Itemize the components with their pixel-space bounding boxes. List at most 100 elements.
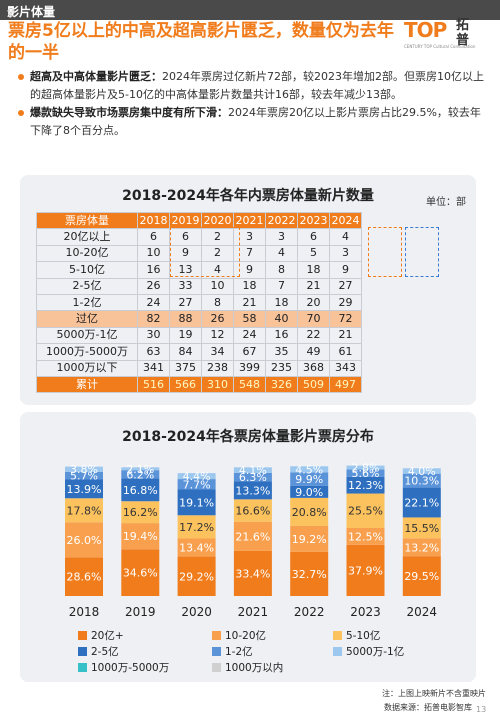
bullet-bold: 超高及中高体量影片匮乏： xyxy=(30,70,162,83)
table-cell: 19 xyxy=(169,326,202,345)
table-cell: 516 xyxy=(137,375,170,394)
highlight-box-2023 xyxy=(368,227,402,277)
table-cell: 24 xyxy=(233,326,266,345)
table-row: 1000万以下 341 375 238 399 235 368 343 xyxy=(36,359,362,377)
legend-swatch xyxy=(212,631,221,640)
table-cell: 27 xyxy=(169,293,202,312)
legend-label: 10-20亿 xyxy=(225,630,267,642)
table-row-label: 5000万-1亿 xyxy=(36,326,138,345)
legend-item: 10-20亿 xyxy=(212,628,266,643)
page-number: 13 xyxy=(476,705,487,714)
table-cell: 35 xyxy=(265,343,298,361)
highlight-box-2018-2019 xyxy=(170,227,240,277)
legend-label: 1-2亿 xyxy=(225,646,253,658)
legend-swatch xyxy=(78,647,87,656)
table-cell: 4 xyxy=(265,244,298,263)
table-cell: 341 xyxy=(137,359,170,377)
table-row: 过亿 82 88 26 58 40 70 72 xyxy=(36,310,362,328)
bullet-text: 2024年票房20亿以上影片票房占比29.5%，较去年下降了8个百分点。 xyxy=(30,106,481,137)
table-cell: 58 xyxy=(233,310,266,328)
legend-item: 2-5亿 xyxy=(78,644,119,659)
table-cell: 8 xyxy=(265,261,298,279)
table-row-label: 10-20亿 xyxy=(36,244,138,263)
table-cell: 61 xyxy=(329,343,362,361)
table-cell: 22 xyxy=(297,326,330,345)
table-title: 2018-2024年各年内票房体量新片数量 xyxy=(122,188,374,204)
legend-item: 5-10亿 xyxy=(333,628,380,643)
table-cell: 4 xyxy=(329,228,362,246)
legend-item: 1000万-5000万 xyxy=(78,660,169,675)
legend-item: 1000万以内 xyxy=(212,660,283,675)
bullet-item: 爆款缺失导致市场票房集中度有所下滑：2024年票房20亿以上影片票房占比29.5… xyxy=(18,104,488,140)
table-cell: 566 xyxy=(169,375,202,394)
table-cell: 40 xyxy=(265,310,298,328)
legend-item: 20亿+ xyxy=(78,628,124,643)
table-cell: 326 xyxy=(265,375,298,394)
table-row: 1000万-5000万 63 84 34 67 35 49 61 xyxy=(36,343,362,361)
table-cell: 5 xyxy=(297,244,330,263)
table-cell: 16 xyxy=(137,261,170,279)
table-cell: 26 xyxy=(137,277,170,295)
logo-mark: TOP xyxy=(404,18,447,42)
table-cell: 10 xyxy=(201,277,234,295)
legend-swatch xyxy=(333,631,342,640)
bullet-item: 超高及中高体量影片匮乏：2024年票房过亿新片72部，较2023年增加2部。但票… xyxy=(18,68,488,104)
legend-label: 5-10亿 xyxy=(346,630,381,642)
table-cell: 235 xyxy=(265,359,298,377)
table-cell: 375 xyxy=(169,359,202,377)
table-header-year: 2024 xyxy=(329,211,362,230)
logo-subtitle: CENTURY TOP Cultural Consultation xyxy=(404,44,476,49)
table-cell: 7 xyxy=(265,277,298,295)
legend-item: 5000万-1亿 xyxy=(333,644,404,659)
top-logo: TOP 拓普 CENTURY TOP Cultural Consultation xyxy=(404,16,494,56)
legend-swatch xyxy=(78,663,87,672)
legend-label: 1000万-5000万 xyxy=(91,662,170,674)
page-headline: 票房5亿以上的中高及超高影片匮乏，数量仅为去年的一半 xyxy=(8,21,394,63)
table-cell: 30 xyxy=(137,326,170,345)
table-cell: 10 xyxy=(137,244,170,263)
bullet-bold: 爆款缺失导致市场票房集中度有所下滑： xyxy=(30,106,228,119)
table-cell: 20 xyxy=(297,293,330,312)
table-header-year: 2021 xyxy=(233,211,266,230)
table-row-label: 1000万以下 xyxy=(36,359,138,377)
bullet-text: 2024年票房过亿新片72部，较2023年增加2部。但票房10亿以上的超高体量影… xyxy=(30,70,484,101)
table-cell: 16 xyxy=(265,326,298,345)
table-cell: 6 xyxy=(297,228,330,246)
table-cell: 27 xyxy=(329,277,362,295)
table-cell: 3 xyxy=(265,228,298,246)
data-source: 数据来源：拓普电影智库 xyxy=(384,703,472,712)
table-cell: 21 xyxy=(297,277,330,295)
legend-label: 2-5亿 xyxy=(91,646,119,658)
legend-swatch xyxy=(212,647,221,656)
table-header-label: 票房体量 xyxy=(36,211,138,230)
legend-item: 1-2亿 xyxy=(212,644,253,659)
table-cell: 88 xyxy=(169,310,202,328)
legend-swatch xyxy=(212,663,221,672)
legend-swatch xyxy=(78,631,87,640)
footnote: 注：上图上映新片不含重映片 xyxy=(382,689,486,698)
legend-swatch xyxy=(333,647,342,656)
table-header-year: 2022 xyxy=(265,211,298,230)
table-cell: 21 xyxy=(233,293,266,312)
logo-cn: 拓普 xyxy=(456,18,470,48)
table-cell: 12 xyxy=(201,326,234,345)
table-row-label: 1000万-5000万 xyxy=(36,343,138,361)
legend-label: 5000万-1亿 xyxy=(346,646,405,658)
table-cell: 497 xyxy=(329,375,362,394)
legend-label: 20亿+ xyxy=(91,630,124,642)
table-header-year: 2018 xyxy=(137,211,170,230)
table-cell: 63 xyxy=(137,343,170,361)
legend-label: 1000万以内 xyxy=(225,662,284,674)
table-row-label: 2-5亿 xyxy=(36,277,138,295)
table-cell: 82 xyxy=(137,310,170,328)
table-cell: 29 xyxy=(329,293,362,312)
table-cell: 21 xyxy=(329,326,362,345)
table-cell: 399 xyxy=(233,359,266,377)
table-row-label: 过亿 xyxy=(36,310,138,328)
table-cell: 72 xyxy=(329,310,362,328)
table-header-year: 2019 xyxy=(169,211,202,230)
header-bar xyxy=(0,0,500,20)
bullet-dot-icon xyxy=(18,74,24,80)
table-cell: 368 xyxy=(297,359,330,377)
table-header-year: 2023 xyxy=(297,211,330,230)
